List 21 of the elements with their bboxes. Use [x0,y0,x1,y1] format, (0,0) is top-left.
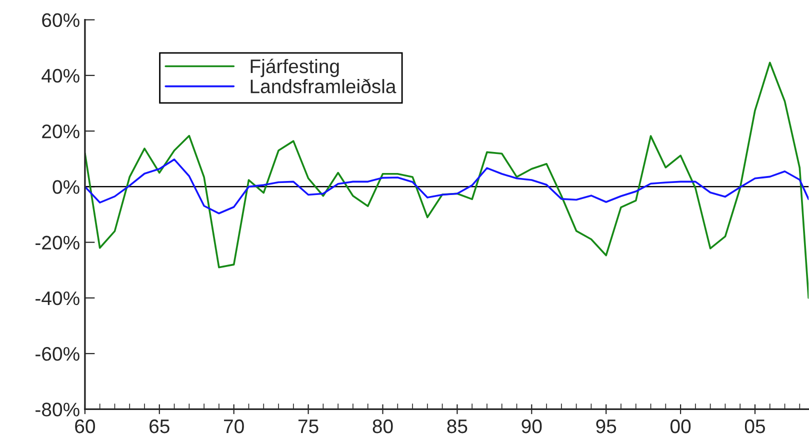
x-tick-label: 85 [447,419,468,434]
y-tick-label: -40% [36,291,80,306]
y-tick-label: 60% [42,13,80,28]
x-tick-label: 00 [670,419,691,434]
x-tick-label: 70 [224,419,244,434]
line-series [84,158,809,214]
y-tick-label: -80% [36,402,80,416]
x-tick-label: 75 [298,420,318,434]
legend-label: Fjárfesting [250,58,339,78]
y-tick-label: -60% [36,347,80,361]
x-tick-label: 60 [75,419,95,434]
x-tick-label: 05 [744,419,765,434]
x-tick-label: 80 [372,419,393,434]
y-tick-label: 20% [42,124,80,138]
legend-label: Landsframleiðsla [250,78,396,94]
y-tick-label: 0% [52,180,80,194]
y-tick-label: 40% [42,68,80,83]
x-tick-label: 90 [522,419,542,434]
x-tick-label: 95 [596,419,616,434]
y-tick-label: -20% [36,236,80,250]
x-tick-label: 65 [150,419,170,434]
